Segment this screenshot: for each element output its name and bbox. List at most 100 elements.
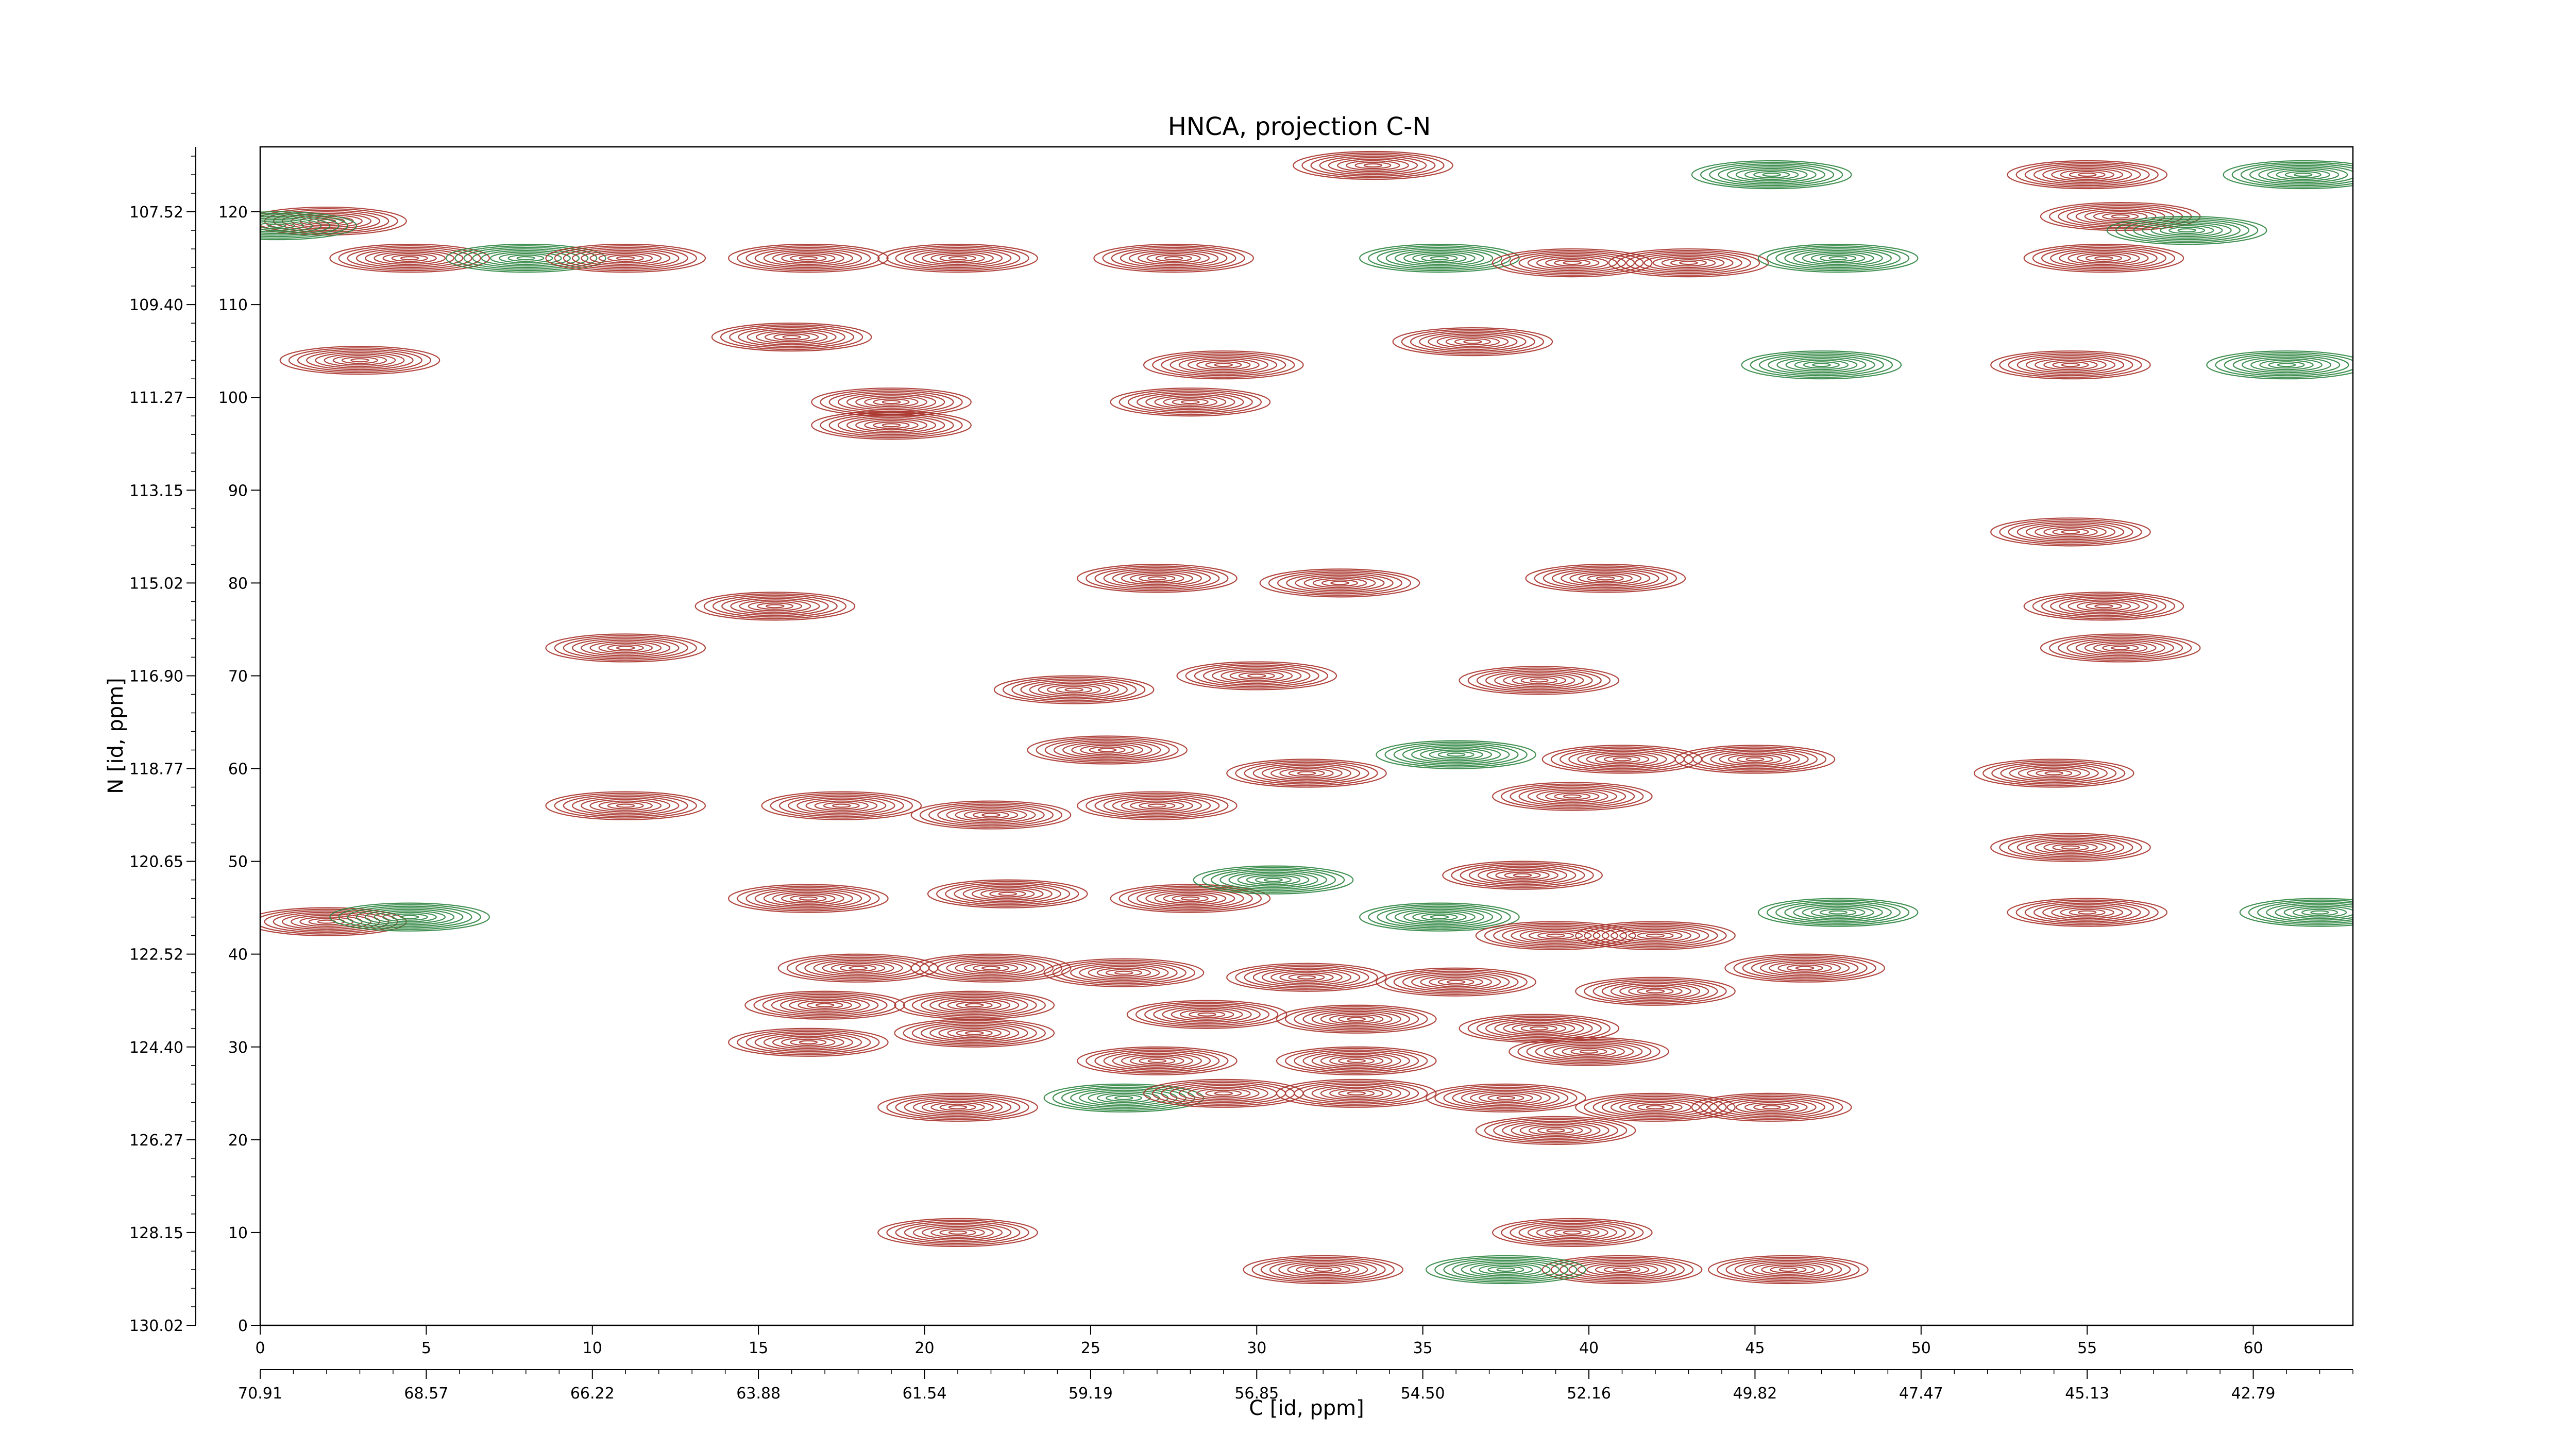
contour-peak-58 — [329, 902, 490, 932]
contour-level — [1475, 1116, 1636, 1145]
contour-level — [886, 1094, 1029, 1120]
contour-level — [1973, 759, 2134, 788]
contour-level — [1670, 259, 1707, 267]
contour-level — [1762, 1105, 1781, 1109]
contour-level — [993, 675, 1155, 704]
contour-level — [737, 1029, 880, 1055]
contour-level — [1628, 986, 1683, 997]
contour-level — [1691, 160, 1852, 190]
contour-level — [1139, 1057, 1176, 1065]
contour-level — [365, 908, 455, 925]
chart-title: HNCA, projection C-N — [1168, 112, 1431, 141]
contour-level — [1501, 249, 1644, 276]
x-index-tick-label: 20 — [914, 1339, 934, 1357]
contour-level — [1147, 803, 1167, 808]
contour-level — [1196, 360, 1251, 370]
contour-level — [1197, 1012, 1216, 1017]
y-index-tick-label: 20 — [228, 1132, 248, 1150]
contour-level — [1412, 912, 1467, 922]
contour-level — [1219, 870, 1327, 890]
contour-level — [864, 397, 919, 408]
contour-level — [1129, 249, 1219, 267]
contour-level — [1535, 1041, 1643, 1062]
y-ppm-tick-label: 122.52 — [129, 946, 183, 964]
contour-level — [1744, 169, 1799, 180]
contour-level — [1646, 933, 1665, 938]
contour-level — [1982, 760, 2126, 786]
contour-level — [1434, 1085, 1578, 1111]
contour-level — [2015, 161, 2159, 188]
contour-level — [2275, 904, 2353, 921]
contour-level — [1402, 745, 1510, 765]
contour-level — [1288, 973, 1325, 981]
contour-level — [2007, 160, 2168, 190]
contour-peak-68 — [1724, 953, 1885, 983]
contour-level — [288, 347, 432, 374]
contour-level — [1604, 1266, 1641, 1274]
contour-level — [382, 912, 437, 922]
y-ppm-tick-label: 107.52 — [129, 204, 183, 222]
contour-level — [739, 599, 811, 613]
y-ppm-tick-label: 120.65 — [129, 853, 183, 871]
contour-level — [1193, 865, 1354, 895]
contour-peak-43 — [761, 791, 922, 820]
y-ppm-tick-label: 118.77 — [129, 761, 183, 779]
contour-level — [730, 598, 820, 615]
contour-level — [790, 895, 827, 902]
contour-level — [1269, 1259, 1377, 1280]
contour-level — [1288, 769, 1325, 777]
contour-level — [463, 246, 589, 270]
contour-level — [1044, 738, 1170, 762]
contour-level — [1247, 673, 1266, 678]
contour-level — [1478, 867, 1568, 884]
contour-peak-41 — [1376, 740, 1536, 769]
contour-level — [1679, 260, 1698, 265]
contour-level — [1510, 251, 1635, 275]
contour-level — [1762, 172, 1781, 177]
contour-level — [1550, 1256, 1694, 1283]
contour-level — [1793, 249, 1883, 267]
axes: 0 5 10 15 20 25 30 35 40 45 50 55 60 70.91 68.57 66.22 6… — [129, 156, 2353, 1403]
contour-level — [2059, 249, 2149, 267]
contour-level — [2025, 357, 2116, 374]
x-index-tick-label: 55 — [2077, 1339, 2097, 1357]
contour-level — [2042, 904, 2132, 921]
contour-level — [1112, 797, 1202, 814]
contour-level — [1089, 746, 1126, 754]
contour-level — [1294, 1049, 1419, 1072]
contour-level — [2036, 769, 2073, 777]
contour-level — [1377, 905, 1502, 929]
contour-level — [1452, 1259, 1560, 1280]
contour-level — [581, 249, 671, 267]
contour-level — [324, 353, 396, 367]
contour-level — [2250, 358, 2323, 372]
contour-level — [374, 910, 446, 924]
contour-level — [1592, 1096, 1718, 1119]
contour-level — [2032, 245, 2176, 272]
x-ppm-tick-label: 45.13 — [2065, 1385, 2109, 1403]
contour-level — [260, 217, 322, 234]
contour-level — [1077, 1046, 1238, 1075]
contour-level — [2240, 163, 2353, 187]
contour-level — [748, 601, 803, 612]
contour-level — [1376, 967, 1536, 997]
contour-level — [1527, 1224, 1617, 1241]
y-index-tick-label: 80 — [228, 575, 248, 593]
contour-level — [1586, 1262, 1658, 1277]
contour-level — [720, 324, 863, 350]
contour-level — [1484, 1117, 1628, 1143]
contour-level — [2124, 218, 2250, 242]
contour-level — [1536, 789, 1608, 803]
contour-peak-13 — [2007, 160, 2168, 190]
contour-level — [763, 890, 853, 907]
contour-level — [1502, 1120, 1609, 1140]
contour-level — [2239, 898, 2353, 927]
contour-level — [382, 252, 437, 264]
contour-level — [1329, 1088, 1384, 1099]
contour-level — [903, 992, 1046, 1018]
contour-level — [864, 420, 919, 431]
contour-level — [1279, 972, 1334, 983]
contour-level — [1735, 1100, 1808, 1114]
contour-level — [1442, 861, 1603, 890]
